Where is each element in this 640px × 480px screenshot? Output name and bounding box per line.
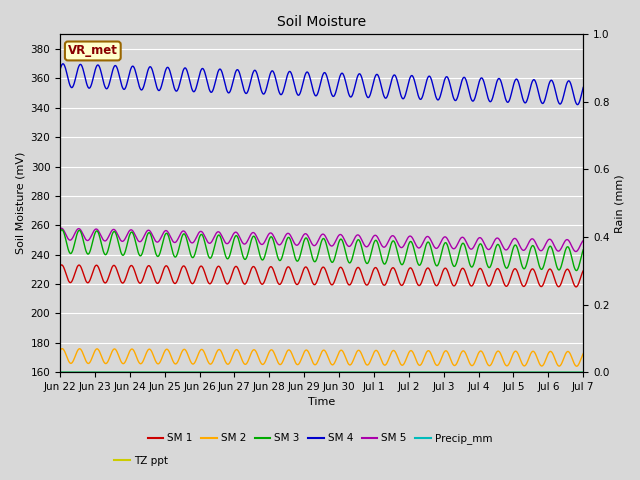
- Y-axis label: Soil Moisture (mV): Soil Moisture (mV): [15, 152, 25, 254]
- Title: Soil Moisture: Soil Moisture: [277, 15, 366, 29]
- Text: VR_met: VR_met: [68, 45, 118, 58]
- Legend: TZ ppt: TZ ppt: [109, 452, 172, 470]
- Y-axis label: Rain (mm): Rain (mm): [615, 174, 625, 232]
- Legend: SM 1, SM 2, SM 3, SM 4, SM 5, Precip_mm: SM 1, SM 2, SM 3, SM 4, SM 5, Precip_mm: [143, 429, 497, 448]
- X-axis label: Time: Time: [308, 397, 335, 408]
